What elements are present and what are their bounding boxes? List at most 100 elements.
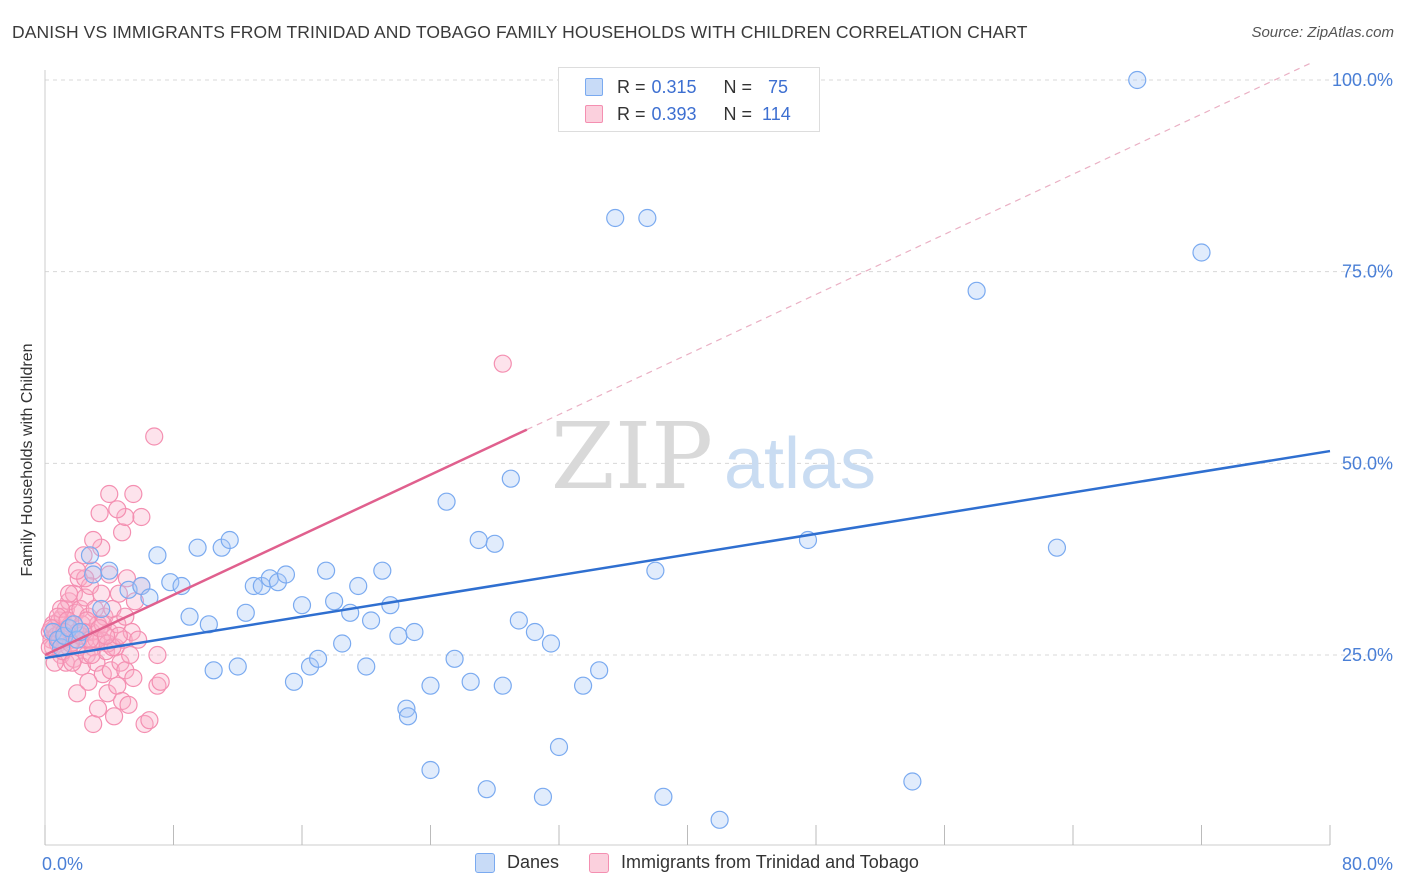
watermark-zip: ZIP [551,403,713,510]
immigrants-point [151,672,170,691]
legend-item-danes[interactable]: Danes [475,852,559,873]
legend-swatch-danes [475,852,495,873]
danes-point [501,469,520,488]
chart-source: Source: ZipAtlas.com [1251,24,1394,41]
danes-point [421,676,440,695]
stats-legend: R = 0.315 N = 75 R = 0.393 N = 114 [558,67,820,132]
immigrants-point [129,630,148,649]
immigrants-point [63,653,82,672]
legend-item-immigrants[interactable]: Immigrants from Trinidad and Tobago [589,852,919,873]
immigrants-trend-line [44,428,528,657]
legend-swatch-danes [585,78,603,96]
danes-point [180,607,199,626]
legend-row-immigrants: R = 0.393 N = 114 [585,102,791,126]
immigrants-point [90,504,109,523]
danes-point [549,737,569,757]
x-tick-label-max: 80.0% [1342,854,1393,874]
immigrants-point [100,565,119,584]
danes-point [437,492,456,511]
danes-point [333,634,352,653]
chart-title: DANISH VS IMMIGRANTS FROM TRINIDAD AND T… [12,22,1028,42]
legend-n-value-danes: 75 [768,76,789,97]
y-tick-label: 100.0% [1332,70,1393,90]
danes-point [1128,70,1147,90]
danes-point [967,281,986,300]
danes-point [220,530,239,550]
axes [44,70,1331,846]
danes-point [381,596,400,615]
legend-r-label: R = [617,76,646,97]
series-immigrants-points [40,354,512,734]
trend-lines [44,61,1331,660]
danes-point [1192,243,1211,262]
immigrants-point [104,707,124,726]
immigrants-point [140,711,159,730]
danes-point [389,626,408,645]
immigrants-point [68,561,87,580]
immigrants-point [108,676,127,695]
danes-point [80,546,100,565]
grid-lines [45,79,1390,656]
tick-labels: 25.0% 50.0% 75.0% 100.0% 0.0% 80.0% [42,70,1393,874]
series-danes-points [43,70,1211,829]
danes-point [493,676,512,695]
legend-swatch-immigrants [585,105,603,123]
danes-point [228,657,247,676]
legend-row-danes: R = 0.315 N = 75 [585,75,788,99]
legend-n-label: N = [723,76,753,97]
danes-point [461,672,480,691]
immigrants-point [74,546,93,565]
legend-r-label: R = [617,103,646,124]
immigrants-point [145,427,164,446]
danes-point [84,565,103,584]
danes-point [606,208,625,228]
danes-point [638,208,657,228]
legend-n-value-immigrants: 114 [762,103,791,124]
immigrants-point [148,645,167,665]
danes-point [349,576,368,596]
immigrants-point [109,584,128,603]
danes-point [541,634,561,653]
watermark: ZIP atlas [551,403,876,510]
danes-point [421,760,440,780]
immigrants-point [109,626,128,645]
danes-point [308,649,328,668]
immigrants-point [125,592,145,611]
legend-label-danes: Danes [507,852,560,872]
danes-point [148,546,167,565]
danes-point [710,810,729,829]
x-tick-label-min: 0.0% [42,854,83,874]
immigrants-point [59,584,79,603]
immigrants-point [79,672,98,691]
danes-point [100,561,119,580]
danes-point [284,672,304,691]
danes-point [276,565,296,584]
immigrants-point [68,684,87,703]
immigrants-point [117,569,137,588]
danes-point [646,561,665,580]
danes-point [188,538,207,557]
danes-point [469,530,488,550]
danes-point [405,622,424,642]
legend-label-immigrants: Immigrants from Trinidad and Tobago [621,852,919,872]
danes-point [357,657,376,676]
danes-point [361,611,381,630]
danes-point [204,661,223,680]
immigrants-point [121,645,140,665]
legend-r-value-danes: 0.315 [651,76,697,97]
danes-point [161,573,180,592]
immigrants-point [100,484,119,504]
immigrants-point [88,699,108,718]
immigrants-point [124,484,143,504]
legend-n-label: N = [723,103,753,124]
immigrants-point [112,523,132,542]
danes-point [654,787,673,806]
immigrants-point [132,507,151,527]
legend-swatch-immigrants [589,852,610,873]
danes-point [92,599,111,619]
danes-point [573,676,593,695]
y-tick-label: 75.0% [1342,262,1393,282]
y-tick-label: 25.0% [1342,645,1393,665]
immigrants-point [124,668,143,688]
